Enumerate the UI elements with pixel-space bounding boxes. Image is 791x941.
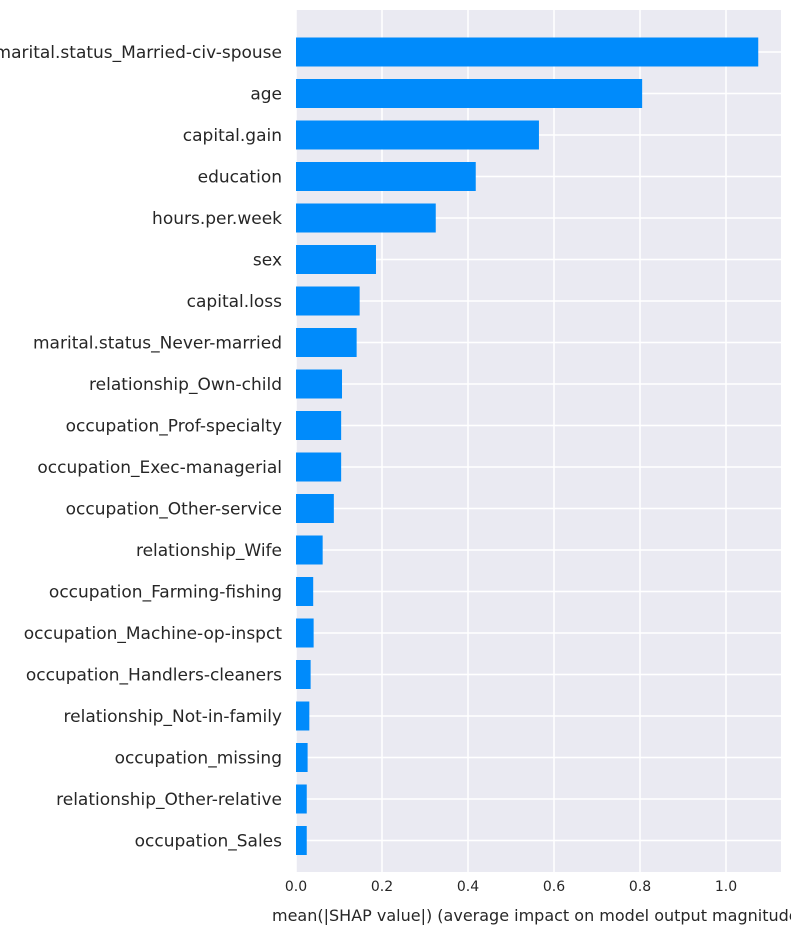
bar-layer xyxy=(296,37,759,855)
x-tick-labels: 0.0 0.2 0.4 0.6 0.8 1.0 xyxy=(285,879,737,895)
category-label: hours.per.week xyxy=(152,209,282,229)
bar xyxy=(296,577,314,606)
bar xyxy=(296,743,308,772)
category-label: occupation_Prof-specialty xyxy=(66,417,282,437)
bar xyxy=(296,660,311,689)
bar xyxy=(296,37,759,67)
x-tick-label: 0.8 xyxy=(629,879,651,895)
category-label: occupation_Sales xyxy=(135,832,283,852)
category-label: education xyxy=(198,168,282,188)
category-label: age xyxy=(250,85,282,105)
category-label: occupation_Other-service xyxy=(66,500,282,520)
category-label: relationship_Own-child xyxy=(89,375,282,395)
bar xyxy=(296,784,307,814)
bar xyxy=(296,369,343,399)
category-label: marital.status_Never-married xyxy=(33,334,282,354)
bar xyxy=(296,452,342,482)
bar xyxy=(296,535,323,565)
x-tick-label: 0.6 xyxy=(543,879,565,895)
bar xyxy=(296,245,376,274)
bar xyxy=(296,494,334,523)
bar xyxy=(296,79,643,108)
category-label: relationship_Other-relative xyxy=(56,790,282,810)
bar xyxy=(296,411,342,440)
bar xyxy=(296,203,436,233)
category-label: occupation_Handlers-cleaners xyxy=(26,666,282,686)
x-tick-label: 0.4 xyxy=(457,879,479,895)
bar xyxy=(296,618,314,648)
x-axis-label: mean(|SHAP value|) (average impact on mo… xyxy=(272,906,791,925)
x-tick-label: 0.2 xyxy=(371,879,393,895)
category-label: sex xyxy=(253,251,282,271)
bar xyxy=(296,286,360,316)
category-label: relationship_Not-in-family xyxy=(64,707,282,727)
bar xyxy=(296,162,476,191)
bar xyxy=(296,701,310,731)
category-label: occupation_Machine-op-inspct xyxy=(24,624,283,644)
category-label: relationship_Wife xyxy=(136,541,282,561)
category-label: capital.loss xyxy=(187,292,282,312)
bar xyxy=(296,120,539,150)
plot-background xyxy=(296,10,781,872)
category-label: occupation_Exec-managerial xyxy=(37,458,282,478)
bar xyxy=(296,826,307,855)
category-label: marital.status_Married-civ-spouse xyxy=(0,43,282,63)
bar xyxy=(296,328,357,357)
x-tick-label: 0.0 xyxy=(285,879,307,895)
category-label: occupation_Farming-fishing xyxy=(49,583,282,603)
x-tick-label: 1.0 xyxy=(715,879,737,895)
category-label: occupation_missing xyxy=(115,749,282,769)
category-label: capital.gain xyxy=(183,126,282,146)
